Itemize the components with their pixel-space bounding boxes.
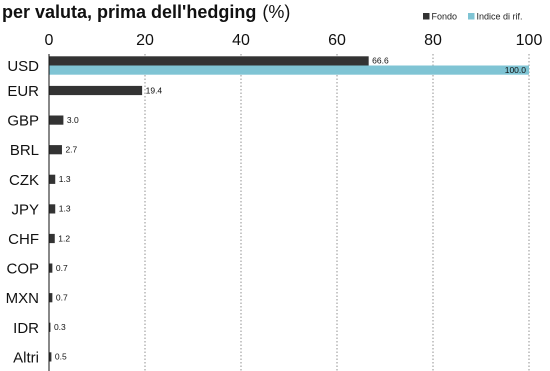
category-label: BRL — [10, 142, 39, 159]
bars: 66.6 100.0 19.4 3.0 2.7 1.3 1.3 1.2 0.7 0.7 0.3 0.5 — [49, 56, 529, 362]
category-label: COP — [6, 261, 39, 278]
category-label: Altri — [13, 349, 39, 366]
grid-lines — [144, 54, 530, 371]
category-label: JPY — [11, 201, 39, 218]
bar — [49, 56, 369, 66]
bar-value-label: 1.2 — [58, 233, 70, 243]
bar-value-label: 3.0 — [67, 115, 79, 125]
bar-value-label: 19.4 — [146, 85, 163, 95]
bar-value-label: 0.7 — [56, 263, 68, 273]
bar — [49, 174, 56, 184]
legend-label: Fondo — [432, 12, 458, 22]
category-labels: USD EUR GBP BRL CZK JPY CHF COP MXN IDR Altri — [6, 58, 40, 366]
category-label: CHF — [8, 231, 39, 248]
x-axis-ticks: 0 20 40 60 80 100 — [45, 32, 543, 49]
legend-swatch — [423, 13, 430, 20]
legend-swatch — [468, 13, 475, 20]
bar — [49, 145, 62, 155]
bar-value-label: 66.6 — [372, 56, 389, 66]
bar-value-label: 100.0 — [505, 65, 527, 75]
bar-value-label: 0.5 — [55, 352, 67, 362]
bar-value-label: 1.3 — [59, 204, 71, 214]
bar — [49, 65, 529, 75]
bar — [49, 204, 56, 214]
category-label: MXN — [6, 290, 39, 307]
category-label: USD — [7, 58, 39, 75]
bar — [49, 233, 55, 244]
x-tick-label: 60 — [328, 32, 346, 49]
bar — [49, 293, 53, 303]
bar — [49, 263, 53, 273]
category-label: IDR — [13, 320, 39, 337]
bar-value-label: 1.3 — [59, 174, 71, 184]
category-label: EUR — [7, 83, 39, 100]
legend-label: Indice di rif. — [477, 12, 523, 22]
chart-title-main: per valuta, prima dell'hedging — [2, 2, 256, 22]
bar-value-label: 2.7 — [65, 145, 77, 155]
category-label: GBP — [7, 113, 39, 130]
bar — [49, 322, 51, 332]
bar — [49, 352, 52, 362]
x-tick-label: 80 — [424, 32, 442, 49]
chart-title: per valuta, prima dell'hedging (%) — [2, 2, 290, 22]
x-tick-label: 20 — [136, 32, 154, 49]
x-tick-label: 40 — [232, 32, 250, 49]
category-label: CZK — [9, 172, 39, 189]
chart-legend: Fondo Indice di rif. — [423, 12, 523, 22]
bar — [49, 115, 64, 125]
bar — [49, 85, 143, 96]
bar-value-label: 0.3 — [54, 322, 66, 332]
chart-title-unit: (%) — [262, 2, 290, 22]
x-tick-label: 100 — [516, 32, 543, 49]
x-tick-label: 0 — [45, 32, 54, 49]
bar-value-label: 0.7 — [56, 293, 68, 303]
